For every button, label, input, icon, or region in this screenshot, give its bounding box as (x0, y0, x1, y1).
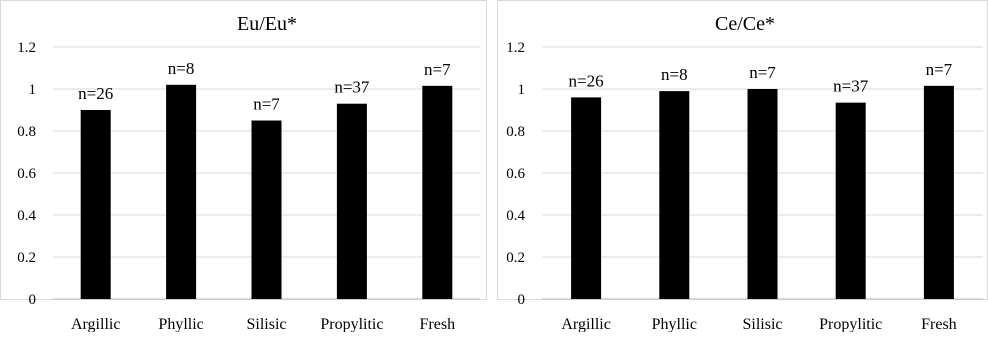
chart-panel-2: Ce/Ce* 0 0.2 0.4 0.6 0.8 1 1.2 n=26 Argillic n=8 Ph… (497, 0, 988, 333)
data-label: n=7 (749, 63, 776, 82)
bar (747, 89, 778, 299)
data-label: n=8 (661, 65, 688, 84)
data-label: n=7 (424, 60, 451, 79)
x-tick-label: Fresh (420, 316, 456, 332)
x-tick-label: Phyllic (158, 316, 203, 332)
y-tick-label: 0.8 (17, 124, 36, 140)
data-label: n=8 (168, 59, 195, 78)
bar (835, 102, 866, 300)
chart-frame (497, 0, 988, 300)
y-tick-label: 1.2 (506, 40, 525, 56)
data-label: n=7 (253, 95, 280, 114)
y-tick-label: 0.6 (17, 166, 36, 182)
x-tick-label: Silisic (246, 316, 286, 332)
y-tick-label: 0.4 (17, 208, 36, 224)
y-tick-label: 0 (518, 292, 526, 308)
x-tick-label: Phyllic (652, 316, 697, 332)
x-tick-label: Propylitic (819, 316, 882, 332)
y-tick-label: 0.6 (506, 166, 525, 182)
data-label: n=37 (833, 77, 869, 96)
y-tick-label: 0.8 (506, 124, 525, 140)
y-tick-label: 0.2 (506, 250, 525, 266)
bar (659, 91, 690, 299)
data-label: n=26 (569, 71, 604, 90)
bar (923, 85, 954, 299)
chart-title: Eu/Eu* (237, 13, 297, 35)
bar (336, 103, 367, 299)
x-tick-label: Fresh (921, 316, 957, 332)
x-tick-label: Argillic (561, 316, 610, 332)
bar (80, 110, 111, 299)
data-label: n=37 (334, 78, 370, 97)
y-tick-label: 1 (518, 82, 526, 98)
y-tick-label: 0.2 (17, 250, 36, 266)
chart-panel-1: Eu/Eu* 0 0.2 0.4 0.6 0.8 1 1.2 n=26 Argillic n=8 Ph… (0, 0, 487, 333)
y-tick-label: 1 (29, 82, 37, 98)
x-tick-label: Argillic (71, 316, 120, 332)
y-tick-label: 1.2 (17, 40, 36, 56)
bar (251, 120, 282, 299)
chart-title: Ce/Ce* (715, 13, 775, 35)
bar (166, 84, 197, 299)
data-label: n=26 (78, 84, 113, 103)
y-tick-label: 0.4 (506, 208, 525, 224)
bar (422, 85, 453, 299)
bar (571, 97, 602, 300)
x-tick-label: Propylitic (320, 316, 383, 332)
data-label: n=7 (926, 60, 953, 79)
chart-frame (0, 0, 487, 300)
x-tick-label: Silisic (742, 316, 782, 332)
y-tick-label: 0 (29, 292, 37, 308)
